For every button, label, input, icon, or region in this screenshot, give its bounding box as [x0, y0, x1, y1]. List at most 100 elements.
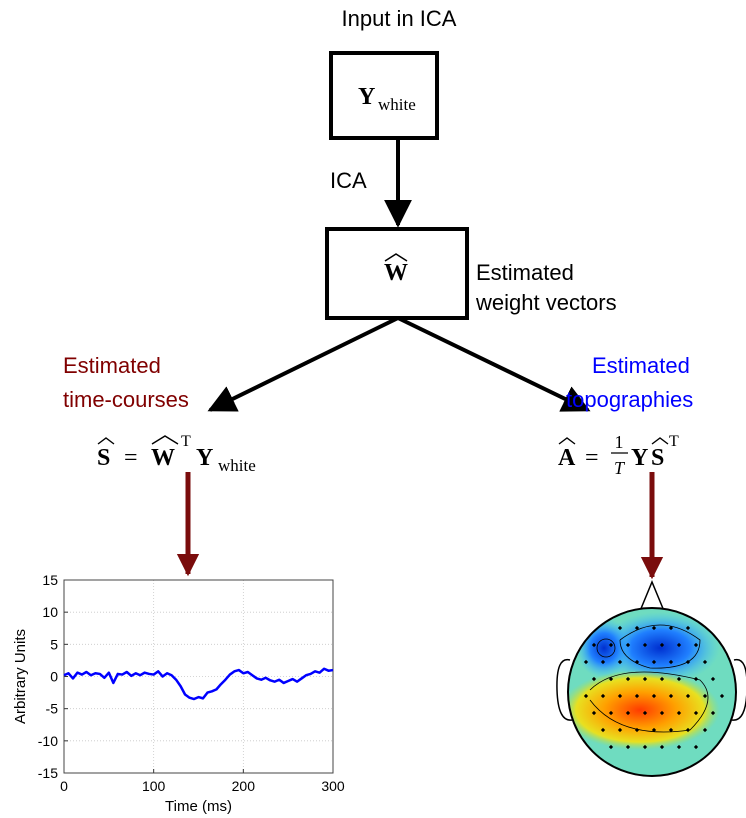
electrode — [583, 659, 589, 665]
electrode — [685, 625, 691, 631]
electrode — [702, 727, 708, 733]
formula-part: T — [614, 458, 626, 478]
electrode — [617, 659, 623, 665]
formula-part: Y — [196, 445, 213, 471]
formula-part: white — [218, 456, 256, 475]
electrode — [693, 710, 699, 716]
electrode — [591, 642, 597, 648]
electrode — [659, 744, 665, 750]
y-tick-label: 10 — [42, 604, 58, 620]
electrode — [600, 659, 606, 665]
electrode — [710, 710, 716, 716]
electrode — [668, 693, 674, 699]
electrode — [676, 710, 682, 716]
electrode — [634, 659, 640, 665]
electrode — [651, 659, 657, 665]
formula-part: S — [651, 445, 664, 471]
x-tick-label: 300 — [321, 778, 345, 794]
electrode — [600, 693, 606, 699]
electrode — [668, 727, 674, 733]
formula-part: T — [181, 433, 191, 450]
electrode — [676, 744, 682, 750]
y-tick-label: 15 — [42, 572, 58, 588]
electrode — [625, 642, 631, 648]
formula-part: = — [124, 445, 138, 471]
electrode — [659, 710, 665, 716]
electrode — [651, 625, 657, 631]
formula-part: = — [585, 445, 599, 471]
contour — [619, 624, 701, 669]
electrode — [651, 727, 657, 733]
map-region — [576, 618, 632, 678]
formula-part: A — [558, 445, 576, 471]
box — [329, 51, 439, 140]
electrode — [608, 744, 614, 750]
hat — [558, 437, 576, 445]
y-tick-label: -5 — [46, 701, 59, 717]
electrode — [685, 693, 691, 699]
electrode — [625, 710, 631, 716]
electrode — [591, 710, 597, 716]
electrode — [608, 710, 614, 716]
map-fill — [568, 608, 736, 776]
electrode — [625, 744, 631, 750]
electrode — [685, 727, 691, 733]
electrode — [634, 727, 640, 733]
contour — [589, 671, 709, 733]
electrode — [608, 642, 614, 648]
electrode — [651, 693, 657, 699]
hat — [651, 437, 669, 445]
electrode — [600, 727, 606, 733]
arrow — [207, 316, 399, 412]
electrode — [702, 693, 708, 699]
formula-part: W — [151, 445, 175, 471]
electrode — [591, 676, 597, 682]
electrode — [693, 676, 699, 682]
electrode — [702, 659, 708, 665]
box-label: Y — [358, 84, 375, 110]
plot-area — [64, 580, 333, 773]
electrodes — [583, 625, 725, 750]
electrode — [659, 642, 665, 648]
box-subscript: white — [378, 95, 416, 114]
y-tick-label: -10 — [38, 733, 58, 749]
electrode — [634, 693, 640, 699]
right-label: topographies — [566, 387, 693, 412]
electrode — [608, 676, 614, 682]
electrode — [617, 727, 623, 733]
arrow — [397, 316, 591, 412]
electrode — [617, 693, 623, 699]
electrode — [676, 676, 682, 682]
y-tick-label: 0 — [50, 669, 58, 685]
contour — [596, 638, 616, 658]
nose — [638, 580, 666, 612]
electrode — [659, 676, 665, 682]
map-region — [568, 670, 720, 750]
y-tick-label: -15 — [38, 765, 58, 781]
electrode — [685, 659, 691, 665]
weight-label: Estimated — [476, 260, 574, 285]
left-label: Estimated — [63, 353, 161, 378]
electrode — [693, 744, 699, 750]
plot-frame — [63, 579, 334, 774]
weight-label: weight vectors — [475, 290, 617, 315]
y-tick-label: 5 — [50, 636, 58, 652]
electrode — [642, 710, 648, 716]
electrode — [642, 642, 648, 648]
electrode — [642, 676, 648, 682]
topography — [556, 580, 746, 777]
formula-part: S — [97, 445, 110, 471]
right-label: Estimated — [592, 353, 690, 378]
edge-label: ICA — [330, 168, 367, 193]
x-tick-label: 200 — [232, 778, 256, 794]
electrode — [625, 676, 631, 682]
electrode — [668, 659, 674, 665]
electrode — [583, 693, 589, 699]
formula-part: 1 — [615, 432, 624, 452]
formula-part: Y — [631, 445, 648, 471]
box-label: W — [384, 260, 408, 286]
formula-part: T — [669, 433, 679, 450]
head-outline — [567, 607, 737, 777]
